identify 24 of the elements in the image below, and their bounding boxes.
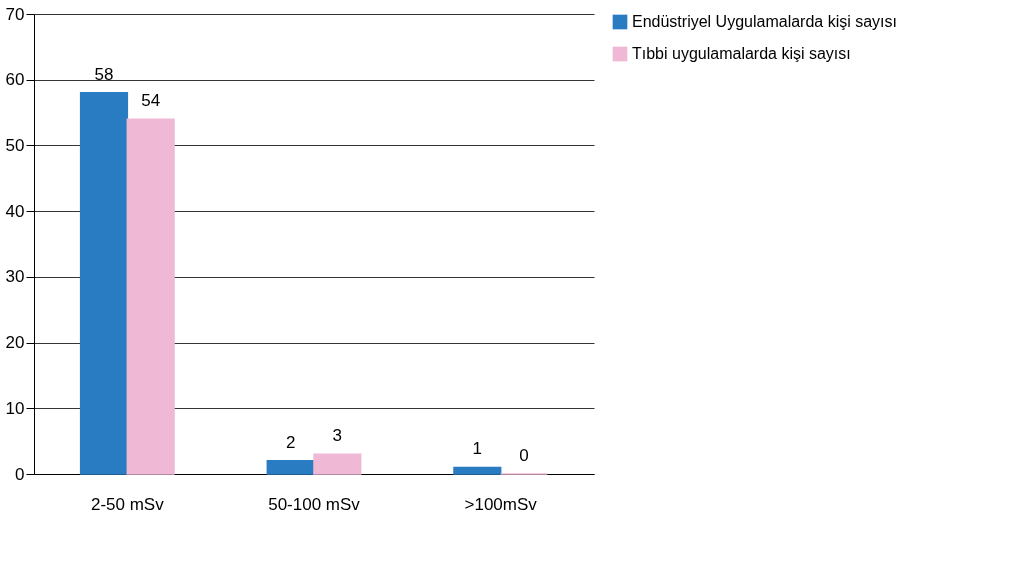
y-tick-label: 70 — [5, 4, 25, 24]
data-label: 2 — [285, 432, 296, 452]
y-tick-label: 60 — [5, 70, 25, 90]
bar — [313, 453, 362, 475]
y-tick-label: 10 — [5, 398, 25, 418]
legend-label: Tıbbi uygulamalarda kişi sayısı — [632, 45, 851, 62]
data-label: 0 — [519, 446, 529, 465]
y-tick-label: 50 — [5, 135, 25, 155]
y-tick-label: 0 — [15, 464, 25, 484]
bar — [266, 460, 315, 475]
bar — [453, 466, 502, 475]
legend-label: Endüstriyel Uygulamalarda kişi sayısı — [632, 13, 897, 30]
x-tick-label: >100mSv — [464, 494, 538, 514]
y-tick-label: 30 — [5, 267, 25, 287]
y-tick-label: 20 — [5, 333, 25, 353]
data-label: 54 — [141, 91, 161, 111]
bar — [79, 92, 129, 475]
data-label: 58 — [94, 64, 114, 84]
data-label: 1 — [472, 439, 483, 459]
bar — [126, 118, 175, 475]
data-label: 3 — [332, 426, 343, 446]
y-tick-label: 40 — [5, 201, 25, 221]
x-tick-label: 50-100 mSv — [268, 494, 361, 514]
x-tick-label: 2-50 mSv — [90, 494, 165, 514]
